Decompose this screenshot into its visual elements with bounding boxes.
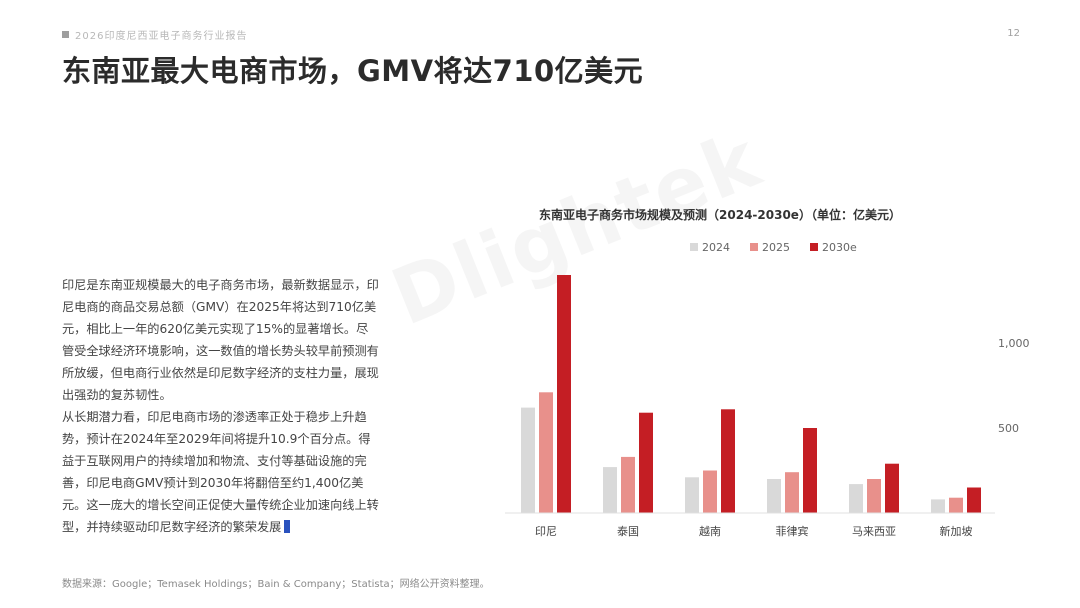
bar-马来西亚-2024 [849,484,863,513]
body-paragraph-1: 印尼是东南亚规模最大的电子商务市场，最新数据显示，印尼电商的商品交易总额（GMV… [62,278,379,402]
body-paragraph-2-text: 从长期潜力看，印尼电商市场的渗透率正处于稳步上升趋势，预计在2024年至2029… [62,410,379,534]
legend-swatch-2030e [810,243,818,251]
bar-印尼-2030e [557,275,571,513]
market-size-chart: 东南亚电子商务市场规模及预测（2024-2030e）（单位：亿美元） 2024 2… [505,207,1030,538]
bar-新加坡-2025 [949,497,963,513]
bar-泰国-2024 [603,467,617,513]
legend-label-2030e: 2030e [822,241,857,254]
header-square-icon [62,31,69,38]
chart-legend: 2024 2025 2030e [690,241,857,254]
bar-新加坡-2030e [967,487,981,513]
bar-泰国-2030e [639,412,653,513]
legend-swatch-2025 [750,243,758,251]
bar-菲律宾-2025 [785,472,799,513]
y-tick-500: 500 [998,422,1019,435]
bar-泰国-2025 [621,456,635,513]
category-label-印尼: 印尼 [535,525,557,538]
page-number: 12 [1007,28,1020,39]
bar-越南-2030e [721,409,735,513]
report-label: 2026印度尼西亚电子商务行业报告 [75,31,248,42]
chart-bars [521,275,981,513]
y-tick-1000: 1,000 [998,337,1030,350]
legend-label-2025: 2025 [762,241,790,254]
bar-印尼-2025 [539,392,553,513]
x-axis-categories: 印尼 泰国 越南 菲律宾 马来西亚 新加坡 [535,524,973,538]
bar-越南-2024 [685,477,699,513]
body-text: 印尼是东南亚规模最大的电子商务市场，最新数据显示，印尼电商的商品交易总额（GMV… [62,274,380,538]
data-source: 数据来源：Google；Temasek Holdings；Bain & Comp… [62,579,490,590]
bar-印尼-2024 [521,407,535,513]
chart-title: 东南亚电子商务市场规模及预测（2024-2030e）（单位：亿美元） [539,207,901,222]
legend-label-2024: 2024 [702,241,730,254]
bar-马来西亚-2025 [867,479,881,513]
bar-马来西亚-2030e [885,463,899,513]
bar-菲律宾-2030e [803,428,817,513]
report-header: 2026印度尼西亚电子商务行业报告 [62,27,247,42]
category-label-马来西亚: 马来西亚 [852,525,896,538]
category-label-越南: 越南 [699,524,721,538]
category-label-新加坡: 新加坡 [940,524,973,538]
page-title: 东南亚最大电商市场，GMV将达710亿美元 [62,54,644,88]
text-cursor-icon [284,520,291,533]
category-label-菲律宾: 菲律宾 [776,524,809,538]
legend-swatch-2024 [690,243,698,251]
body-paragraph-2: 从长期潜力看，印尼电商市场的渗透率正处于稳步上升趋势，预计在2024年至2029… [62,406,380,538]
bar-越南-2025 [703,470,717,513]
category-label-泰国: 泰国 [617,524,639,538]
bar-菲律宾-2024 [767,479,781,513]
y-axis-ticks: 500 1,000 [998,337,1030,435]
bar-新加坡-2024 [931,499,945,513]
